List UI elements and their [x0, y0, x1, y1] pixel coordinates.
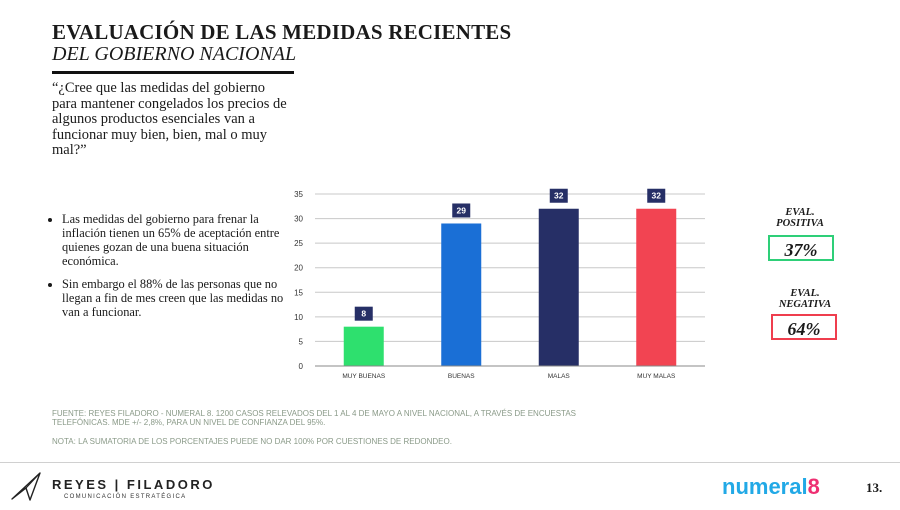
eval-positiva-label: EVAL. POSITIVA — [745, 207, 855, 229]
y-tick-label: 30 — [294, 215, 303, 224]
bar — [441, 223, 482, 366]
y-tick-label: 35 — [294, 190, 303, 199]
eval-positiva-label-line2: POSITIVA — [776, 218, 824, 229]
bar-chart: 0 5 10 15 20 25 30 35 8 MUY BUENAS 29 BUENAS 32 MALAS… — [294, 188, 705, 380]
y-tick-label: 10 — [294, 313, 303, 322]
x-tick-label: BUENAS — [448, 373, 475, 380]
bar — [343, 326, 384, 366]
numeral8-logo-digit: 8 — [807, 474, 820, 499]
data-label-box — [549, 188, 568, 203]
finding-item: Sin embargo el 88% de las personas que n… — [62, 277, 287, 319]
data-label-box — [452, 203, 471, 218]
eval-negativa-label: EVAL. NEGATIVA — [750, 288, 860, 310]
eval-negativa-value: 64% — [771, 314, 837, 340]
finding-item: Las medidas del gobierno para frenar la … — [62, 212, 287, 268]
data-label-box — [647, 188, 666, 203]
x-tick-label: MUY BUENAS — [342, 373, 386, 380]
numeral8-logo: numeral8 — [722, 474, 820, 500]
findings-list: Las medidas del gobierno para frenar la … — [48, 212, 287, 328]
x-tick-label: MALAS — [548, 373, 571, 380]
page-title: EVALUACIÓN DE LAS MEDIDAS RECIENTES — [52, 20, 512, 44]
data-label: 32 — [554, 191, 564, 201]
page-subtitle: DEL GOBIERNO NACIONAL — [52, 43, 297, 65]
eval-positiva-label-line1: EVAL. — [785, 207, 815, 218]
bar — [538, 208, 579, 366]
y-tick-label: 15 — [294, 288, 303, 297]
y-tick-label: 20 — [294, 264, 303, 273]
numeral8-logo-word: numeral — [722, 474, 808, 499]
survey-question: “¿Cree que las medidas del gobierno para… — [52, 80, 287, 158]
eval-negativa-label-line2: NEGATIVA — [778, 299, 832, 310]
paper-plane-icon — [11, 472, 41, 501]
eval-negativa-label-line1: EVAL. — [790, 288, 820, 299]
reyes-filadoro-logo: REYES | FILADORO — [52, 477, 215, 492]
source-note: FUENTE: REYES FILADORO - NUMERAL 8. 1200… — [52, 409, 577, 427]
logo-tagline: COMUNICACIÓN ESTRATÉGICA — [64, 494, 187, 500]
rounding-note: NOTA: LA SUMATORIA DE LOS PORCENTAJES PU… — [52, 437, 452, 446]
eval-positiva-value: 37% — [768, 235, 834, 261]
data-label: 32 — [652, 191, 662, 201]
bar — [636, 208, 677, 366]
page-number: 13. — [866, 480, 883, 495]
y-tick-label: 25 — [294, 239, 303, 248]
data-label: 29 — [457, 205, 467, 215]
footer-divider — [0, 462, 900, 463]
y-tick-label: 5 — [299, 337, 304, 346]
data-label-box — [354, 306, 373, 321]
title-divider — [52, 71, 294, 74]
y-tick-label: 0 — [299, 362, 304, 371]
x-tick-label: MUY MALAS — [637, 373, 676, 380]
data-label: 8 — [361, 309, 366, 319]
